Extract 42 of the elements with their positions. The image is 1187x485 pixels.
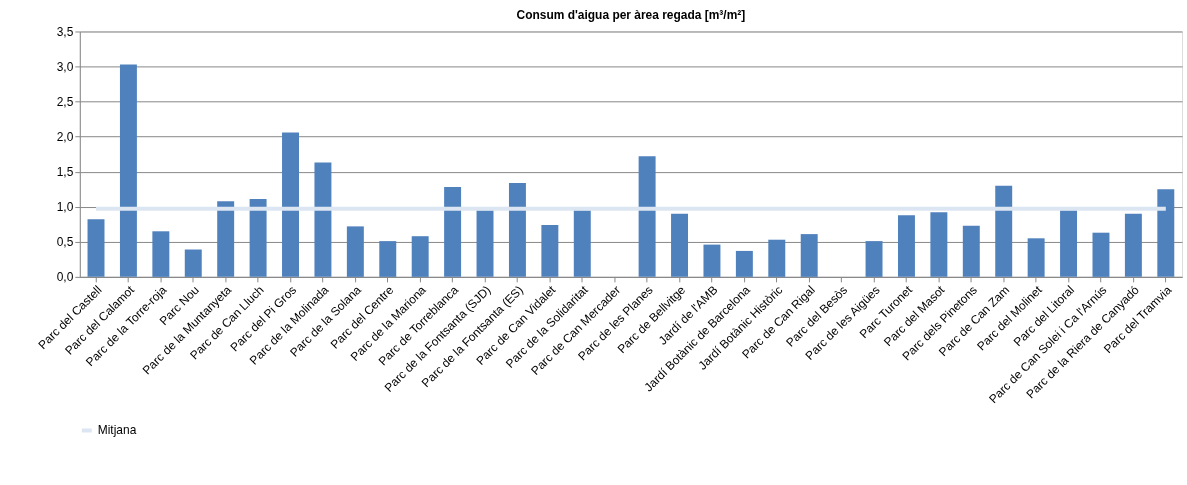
bar <box>119 64 137 277</box>
bar <box>865 241 883 277</box>
bar <box>962 225 980 277</box>
y-tick-label: 2,5 <box>56 95 74 110</box>
y-tick-label: 2,0 <box>56 130 74 145</box>
bar <box>1027 238 1045 277</box>
bar <box>995 185 1013 277</box>
bar <box>1124 213 1142 277</box>
bar <box>573 210 591 277</box>
bar <box>638 156 656 277</box>
y-tick-label: 3,0 <box>56 60 74 75</box>
y-tick-label: 1,0 <box>56 200 74 215</box>
chart-title: Consum d'aigua per àrea regada [m³/m²] <box>516 7 746 22</box>
bar <box>87 219 105 277</box>
bar <box>703 244 721 277</box>
bar <box>1092 232 1110 277</box>
bar <box>508 182 526 277</box>
bar <box>249 199 267 277</box>
y-tick-label: 1,5 <box>56 165 74 180</box>
bar <box>476 210 494 277</box>
bar <box>379 241 397 277</box>
bar <box>282 132 299 277</box>
bar <box>152 231 170 277</box>
bar <box>735 250 753 277</box>
bar <box>184 249 202 277</box>
bar <box>1157 189 1175 277</box>
y-tick-label: 0,0 <box>56 270 74 285</box>
bar <box>346 226 364 277</box>
bar <box>800 234 818 277</box>
y-tick-label: 3,5 <box>56 24 74 39</box>
bar <box>217 201 235 277</box>
bar <box>411 236 429 277</box>
bar <box>897 215 915 277</box>
bar <box>1060 210 1078 277</box>
legend-label: Mitjana <box>97 423 137 438</box>
bar <box>314 162 332 277</box>
bar <box>541 224 559 277</box>
bar <box>768 239 786 277</box>
bar <box>671 213 689 277</box>
bar <box>444 187 462 277</box>
bar <box>930 212 948 277</box>
y-tick-label: 0,5 <box>56 235 74 250</box>
